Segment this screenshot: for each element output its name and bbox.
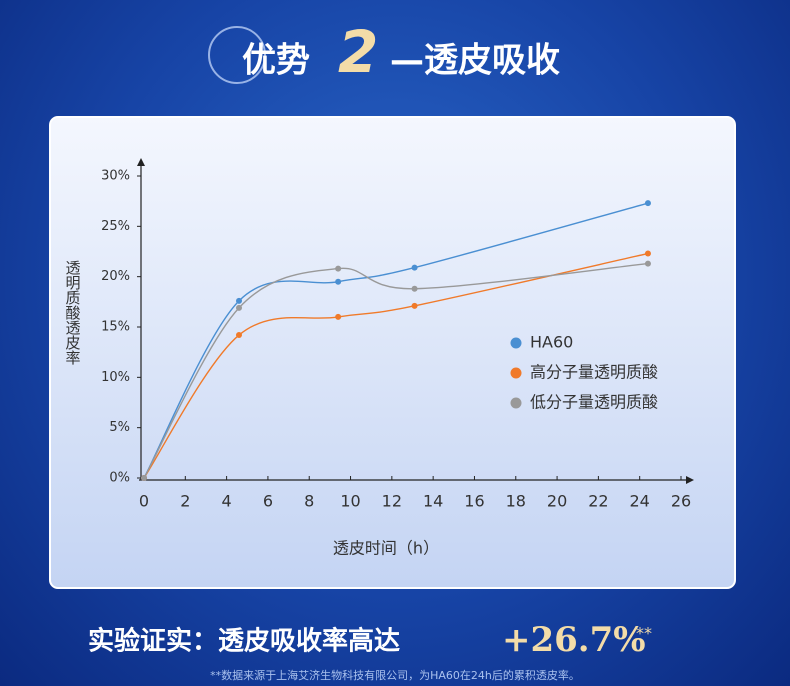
y-arrow [137,158,145,166]
x-tick-label: 26 [671,492,691,511]
x-tick-label: 10 [340,492,360,511]
highlight: +26.7% [502,620,646,660]
x-tick-label: 14 [423,492,443,511]
point [644,200,651,207]
y-tick-label: 10% [101,370,130,385]
mark: ** [636,624,652,643]
title-ring [208,26,266,84]
x-arrow [686,476,694,484]
title-b: —透皮吸收 [390,41,560,81]
y-axis-label: 透明质酸透皮率 [64,260,82,365]
point [411,264,418,271]
point [335,313,342,320]
point [236,297,243,304]
point [236,332,243,339]
x-tick-label: 6 [263,492,273,511]
y-tick-label: 20% [101,269,130,284]
title-num: 2 [338,18,378,86]
x-tick-label: 16 [464,492,484,511]
claim: 实验证实：透皮吸收率高达 [88,626,400,657]
y-tick-label: 15% [101,320,130,335]
y-tick-label: 30% [101,169,130,184]
y-tick-label: 25% [101,219,130,234]
legend-label: HA60 [530,333,573,352]
legend-marker [510,397,522,409]
legend-label: 高分子量透明质酸 [530,363,658,382]
point [335,265,342,272]
note: **数据来源于上海艾济生物科技有限公司，为HA60在24h后的累积透皮率。 [210,668,580,682]
point [411,285,418,292]
title-a: 优势 [242,41,310,81]
y-tick-label: 0% [109,471,130,486]
x-tick-label: 12 [382,492,402,511]
x-tick-label: 8 [304,492,314,511]
point [236,304,243,311]
point [644,250,651,257]
x-axis-label: 透皮时间（h） [333,539,439,558]
x-tick-label: 0 [139,492,149,511]
x-tick-label: 18 [506,492,526,511]
legend-marker [510,367,522,379]
point [335,278,342,285]
point [644,260,651,267]
y-tick-label: 5% [109,420,130,435]
point [141,475,147,481]
point [411,302,418,309]
legend-marker [510,337,522,349]
x-tick-label: 22 [588,492,608,511]
x-tick-label: 24 [630,492,650,511]
x-tick-label: 2 [180,492,190,511]
x-tick-label: 20 [547,492,567,511]
panel [49,116,736,589]
legend-label: 低分子量透明质酸 [530,393,658,412]
x-tick-label: 4 [222,492,232,511]
